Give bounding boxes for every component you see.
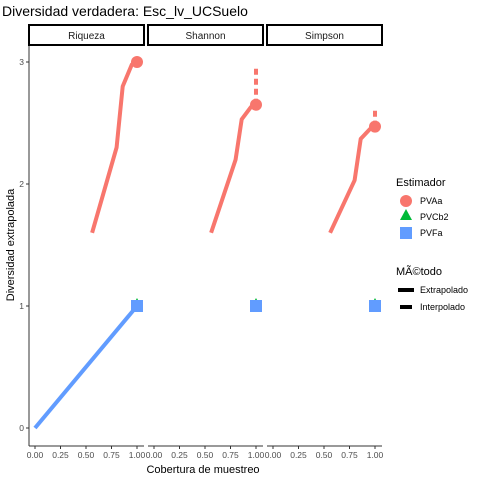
- point-pvaa: [250, 98, 262, 111]
- x-tick-label: 0.75: [222, 450, 239, 460]
- series-pvaa-extrapolado: [209, 102, 257, 234]
- point-pvfa: [250, 300, 262, 312]
- facet-strip-label: Shannon: [185, 31, 225, 42]
- point-pvaa: [131, 56, 143, 68]
- legend-estimator-title: Estimador: [396, 177, 446, 189]
- legend-key-pvaa: [400, 195, 412, 207]
- x-tick-label: 1.00: [367, 450, 384, 460]
- x-axis-label: Cobertura de muestreo: [146, 464, 259, 476]
- x-tick-label: 0.25: [52, 450, 69, 460]
- series-pvaa-extrapolado: [328, 124, 376, 234]
- x-tick-label: 1.00: [129, 450, 146, 460]
- facet-strip-label: Riqueza: [68, 31, 105, 42]
- x-tick-label: 0.00: [27, 450, 44, 460]
- facet-panels: Riqueza 0 1 2 3 0.00 0.25 0.50 0.75 1.00 Shannon 0.…: [19, 24, 384, 460]
- x-tick-label: 0.75: [103, 450, 120, 460]
- legend: Estimador PVAa PVCb2 PVFa MÃ©todo Extrapolado…: [396, 177, 468, 312]
- facet-strip: [147, 24, 264, 46]
- facet-riqueza: Riqueza 0 1 2 3 0.00 0.25 0.50 0.75 1.00: [19, 24, 146, 460]
- legend-label-pvaa: PVAa: [420, 196, 442, 206]
- legend-key-pvfa: [400, 227, 412, 239]
- x-tick-label: 1.00: [248, 450, 265, 460]
- x-tick-label: 0.50: [78, 450, 95, 460]
- legend-method-title: MÃ©todo: [396, 265, 442, 278]
- facet-strip: [266, 24, 383, 46]
- point-pvfa: [131, 300, 143, 312]
- legend-label-pvfa: PVFa: [420, 228, 443, 238]
- series-pvaa-extrapolado: [90, 60, 138, 234]
- series-pvfa-extrapolado: [33, 304, 139, 430]
- point-pvaa: [369, 120, 381, 133]
- y-tick-label: 2: [19, 179, 24, 189]
- y-axis-label: Diversidad extrapolada: [5, 188, 17, 301]
- facet-strip: [28, 24, 145, 46]
- x-tick-label: 0.50: [316, 450, 333, 460]
- x-tick-label: 0.75: [341, 450, 358, 460]
- facet-strip-label: Simpson: [305, 31, 344, 42]
- x-tick-label: 0.00: [146, 450, 163, 460]
- legend-key-pvcb2: [400, 209, 412, 220]
- legend-label-extrapolado: Extrapolado: [420, 285, 468, 295]
- x-tick-label: 0.25: [290, 450, 307, 460]
- y-tick-label: 0: [19, 423, 24, 433]
- legend-label-pvcb2: PVCb2: [420, 212, 449, 222]
- legend-label-interpolado: Interpolado: [420, 302, 465, 312]
- facet-shannon: Shannon 0.00 0.25 0.50 0.75 1.00: [146, 24, 265, 460]
- x-tick-label: 0.00: [265, 450, 282, 460]
- chart-title: Diversidad verdadera: Esc_lv_UCSuelo: [2, 3, 248, 19]
- y-tick-label: 1: [19, 301, 24, 311]
- facet-simpson: Simpson 0.00 0.25 0.50 0.75 1.00: [265, 24, 384, 460]
- x-tick-label: 0.50: [197, 450, 214, 460]
- x-tick-label: 0.25: [171, 450, 188, 460]
- point-pvfa: [369, 300, 381, 312]
- y-tick-label: 3: [19, 57, 24, 67]
